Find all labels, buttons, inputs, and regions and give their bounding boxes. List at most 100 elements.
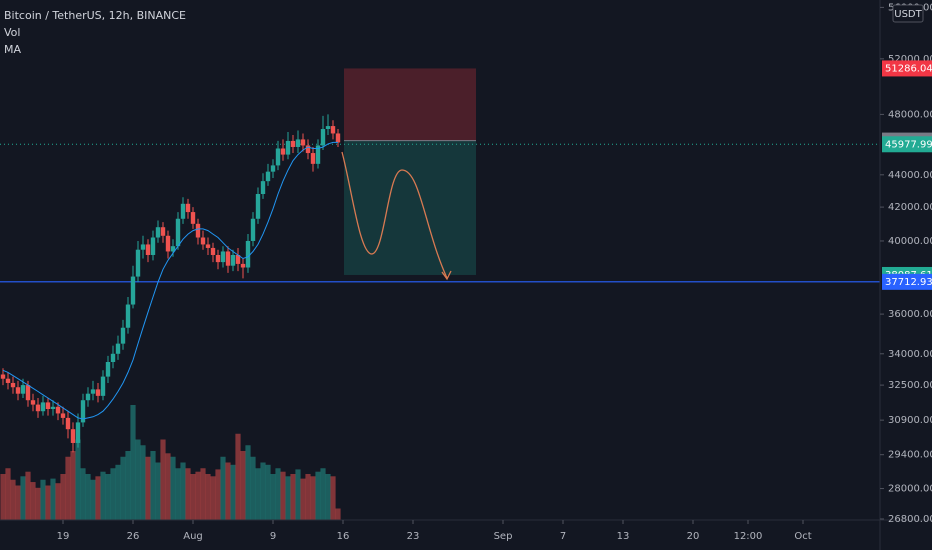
- candle-body: [235, 254, 241, 264]
- candle-body: [100, 376, 106, 396]
- candle-body: [320, 129, 326, 146]
- candle-body: [185, 203, 191, 213]
- candle-body: [330, 126, 336, 134]
- candle-body: [155, 227, 161, 238]
- candle-body: [255, 193, 261, 219]
- volume-bar: [190, 474, 196, 520]
- ma-line: [2, 141, 338, 420]
- volume-bar: [285, 476, 291, 520]
- volume-bar: [310, 476, 316, 520]
- candle-body: [80, 400, 86, 423]
- volume-bar: [215, 469, 221, 520]
- y-tick-label: 48000.00: [888, 109, 932, 120]
- x-tick-label: 26: [127, 531, 140, 542]
- volume-bar: [165, 453, 171, 520]
- y-tick-label: 29400.00: [888, 450, 932, 461]
- forecast-curve: [341, 151, 448, 279]
- x-tick-label: Oct: [794, 531, 811, 542]
- candle-body: [165, 235, 171, 252]
- y-tick-label: 34000.00: [888, 349, 932, 360]
- volume-bar: [135, 439, 141, 520]
- candle-body: [270, 165, 276, 172]
- candle-body: [265, 171, 271, 182]
- candle-body: [95, 389, 101, 396]
- candle-body: [10, 382, 16, 388]
- x-tick-label: 9: [270, 531, 276, 542]
- volume-bar: [10, 479, 16, 520]
- volume-bar: [60, 474, 66, 520]
- volume-bar: [220, 456, 226, 520]
- volume-bar: [30, 482, 36, 520]
- x-tick-label: 13: [617, 531, 630, 542]
- candle-body: [230, 254, 236, 266]
- candle-body: [170, 246, 176, 252]
- currency-badge[interactable]: [892, 4, 924, 23]
- price-badge-label: 51286.04: [885, 63, 932, 74]
- candle-body: [305, 145, 311, 154]
- volume-bar: [270, 474, 276, 520]
- volume-bar: [260, 462, 266, 520]
- volume-bar: [130, 405, 136, 520]
- candle-body: [290, 140, 296, 147]
- y-tick-label: 42000.00: [888, 202, 932, 213]
- volume-bar: [180, 462, 186, 520]
- volume-bar: [325, 474, 331, 520]
- candle-body: [35, 404, 41, 412]
- volume-bar: [245, 445, 251, 520]
- volume-bar: [65, 456, 71, 520]
- candle-body: [140, 244, 146, 250]
- candle-body: [115, 343, 121, 354]
- candle-body: [145, 244, 151, 255]
- y-tick-label: 32500.00: [888, 380, 932, 391]
- candle-body: [205, 244, 211, 248]
- candle-body: [195, 223, 201, 238]
- volume-bar: [155, 462, 161, 520]
- volume-bar: [300, 478, 306, 520]
- volume-bar: [230, 464, 236, 520]
- indicator-label: Vol: [4, 26, 20, 39]
- candle-body: [160, 227, 166, 236]
- volume-bar: [315, 471, 321, 520]
- volume-bar: [120, 456, 126, 520]
- volume-bar: [110, 468, 116, 520]
- candle-body: [150, 237, 156, 255]
- candle-body: [110, 353, 116, 362]
- volume-bar: [280, 471, 286, 520]
- price-badge: [882, 60, 932, 77]
- volume-bar: [195, 471, 201, 520]
- volume-bar: [145, 456, 151, 520]
- candle-body: [45, 402, 51, 410]
- price-badge: [882, 273, 932, 290]
- volume-bar: [40, 479, 46, 520]
- y-tick-label: 40000.00: [888, 236, 932, 247]
- candle-body: [105, 361, 111, 377]
- candle-body: [125, 304, 131, 328]
- y-tick-label: 26800.00: [888, 514, 932, 525]
- candle-body: [220, 251, 226, 263]
- candle-body: [60, 413, 66, 418]
- candle-body: [70, 429, 76, 443]
- volume-bar: [115, 464, 121, 520]
- candle-body: [240, 263, 246, 268]
- candle-body: [260, 181, 266, 194]
- currency-label[interactable]: USDT: [894, 9, 922, 20]
- candle-body: [275, 148, 281, 166]
- candle-body: [335, 133, 341, 143]
- candle-body: [130, 276, 136, 305]
- volume-bar: [225, 462, 231, 520]
- candle-body: [40, 402, 46, 412]
- stop-zone: [344, 68, 476, 141]
- candle-body: [0, 374, 6, 379]
- candle-body: [200, 237, 206, 245]
- axes: 56000.0052000.0048000.0044000.0042000.00…: [57, 2, 932, 542]
- volume-bar: [105, 474, 111, 520]
- x-tick-label: Sep: [494, 531, 513, 542]
- y-tick-label: 30900.00: [888, 415, 932, 426]
- x-tick-label: 20: [687, 531, 700, 542]
- volume-bar: [20, 476, 26, 520]
- volume-bar: [5, 468, 11, 520]
- candle-body: [295, 139, 301, 147]
- volume-bar: [125, 451, 131, 520]
- candle-body: [135, 249, 141, 277]
